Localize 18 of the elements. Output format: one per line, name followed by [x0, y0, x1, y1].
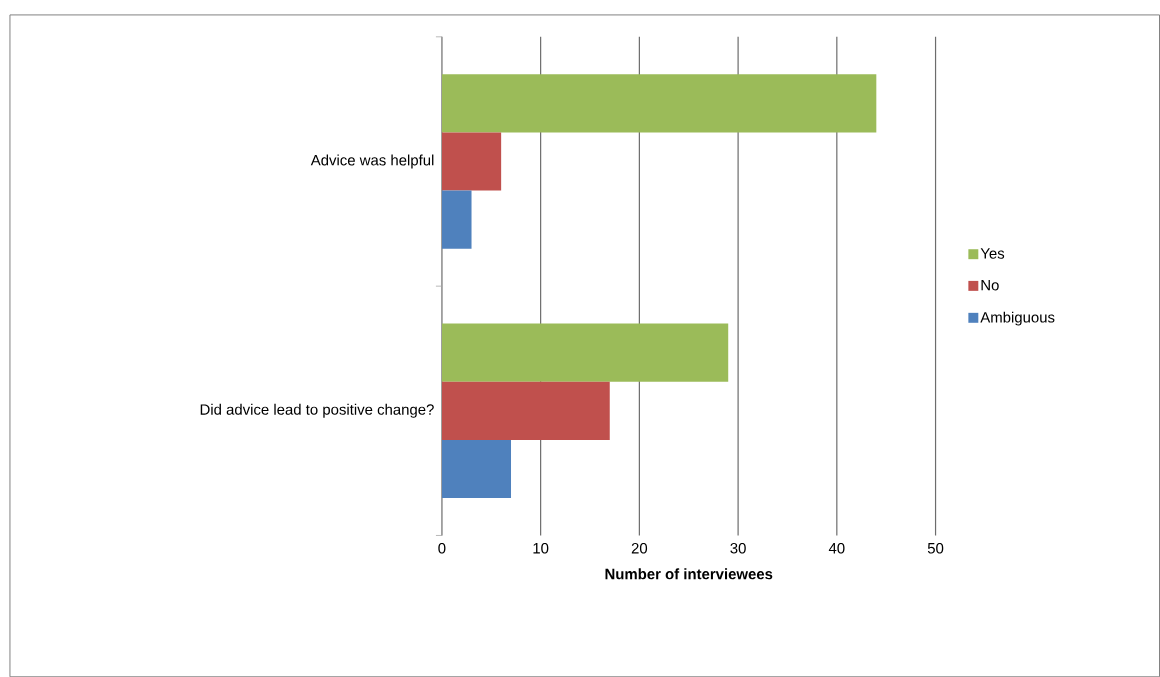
bar	[441, 323, 729, 382]
bar	[441, 190, 472, 249]
x-tick-label: 0	[438, 542, 446, 554]
x-axis-title: Number of interviewees	[605, 568, 773, 580]
x-tick-label: 20	[631, 542, 648, 554]
x-tick-label: 10	[533, 542, 549, 554]
x-tick-label: 40	[828, 542, 845, 554]
x-tick-label: 50	[927, 542, 944, 554]
legend-label: No	[981, 279, 999, 291]
y-tick-label: Advice was helpful	[310, 154, 434, 169]
legend-label: Ambiguous	[980, 311, 1055, 326]
bar	[441, 439, 512, 498]
legend-label: Yes	[980, 248, 1005, 259]
y-tick-label: Did advice lead to positive change?	[200, 403, 434, 418]
x-tick-label: 30	[730, 542, 746, 554]
bar	[441, 381, 610, 440]
bar	[441, 74, 877, 133]
bar	[441, 132, 502, 191]
